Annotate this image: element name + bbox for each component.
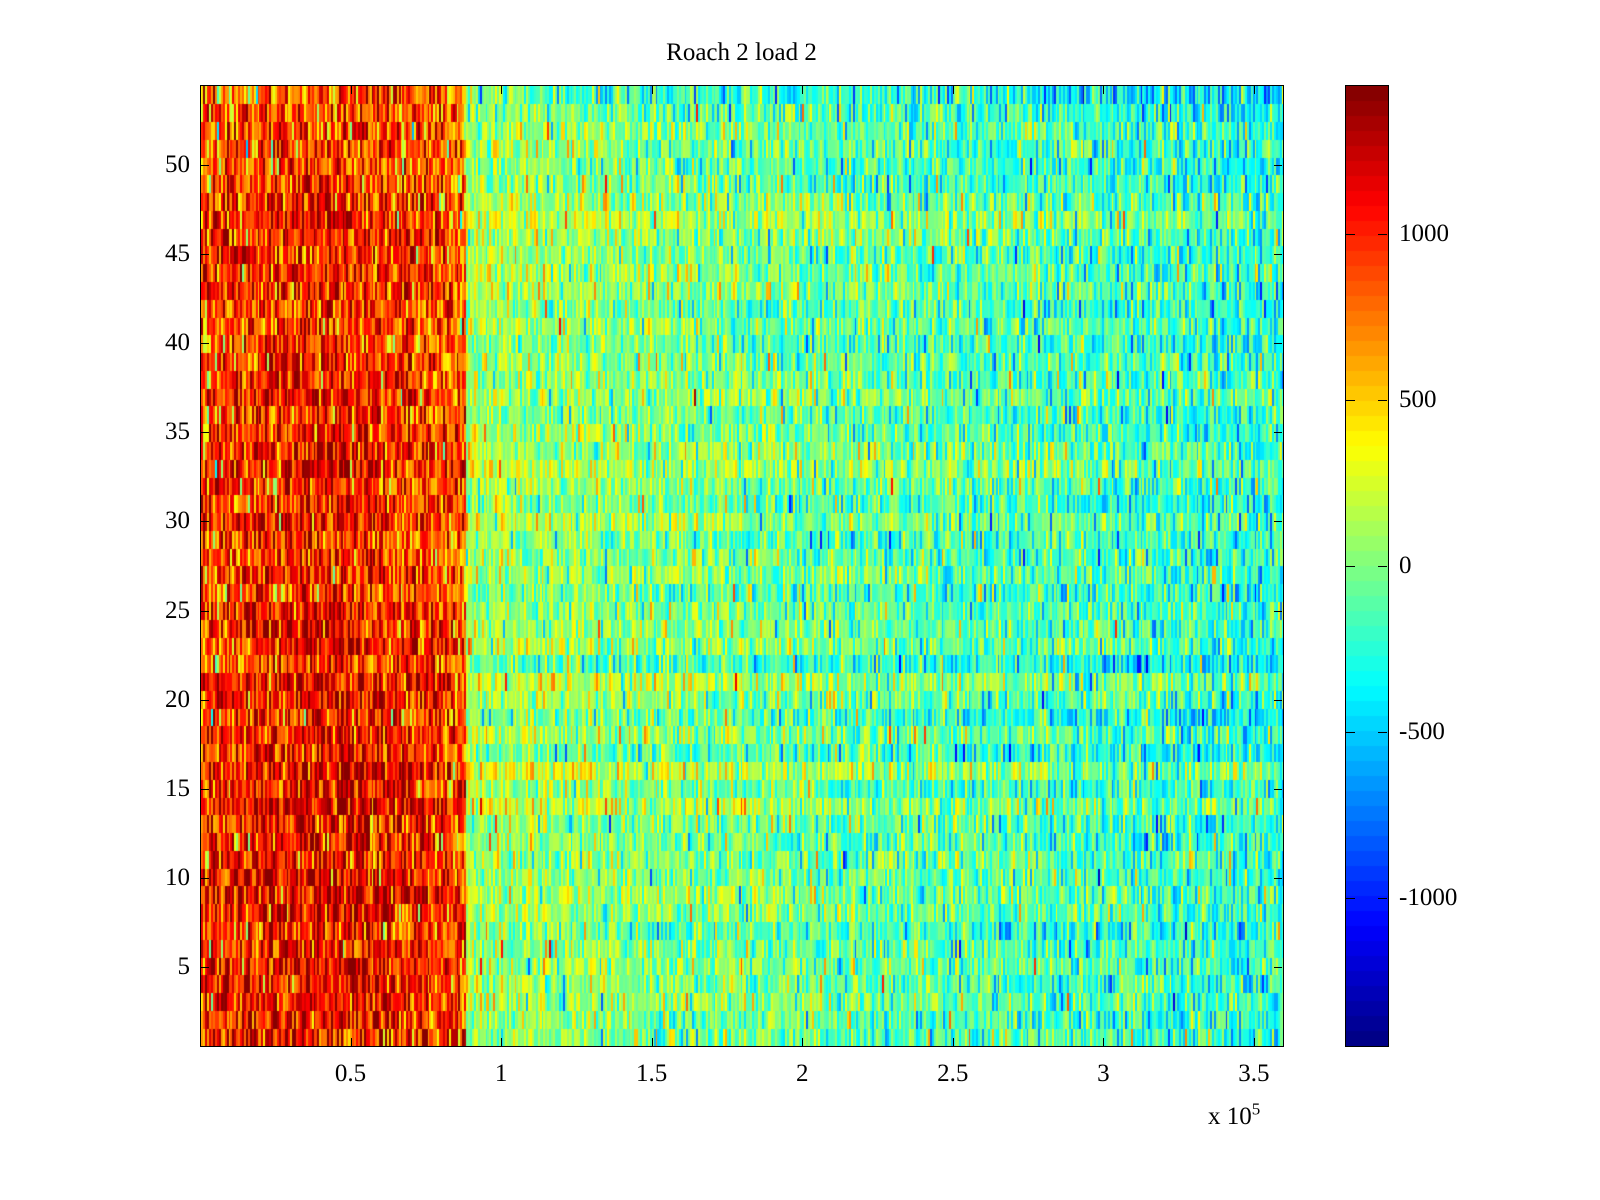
page-title: Roach 2 load 2 — [666, 39, 817, 66]
x-exponent-mantissa: x 10 — [1208, 1103, 1252, 1130]
colorbar-tick-label: 0 — [1399, 552, 1412, 579]
x-tick-label: 1.5 — [636, 1060, 668, 1087]
y-tick-mark — [201, 521, 209, 523]
colorbar-tick-mark-left — [1346, 566, 1355, 567]
y-tick-mark — [201, 877, 209, 879]
y-tick-mark-right — [1274, 165, 1282, 167]
colorbar-tick-label: 1000 — [1399, 220, 1449, 248]
colorbar-tick-mark-right — [1378, 731, 1387, 733]
x-tick-mark-top — [501, 86, 503, 94]
x-tick-mark-top — [802, 86, 804, 94]
y-tick-mark-right — [1274, 788, 1282, 790]
x-tick-mark-top — [350, 86, 352, 94]
colorbar-tick-label: 500 — [1399, 386, 1437, 414]
y-tick-mark — [201, 432, 209, 434]
x-tick-mark-top — [1103, 86, 1105, 94]
x-tick-label: 3 — [1097, 1060, 1110, 1087]
y-tick-mark-right — [1274, 521, 1282, 523]
x-tick-mark — [1253, 1038, 1255, 1046]
x-tick-label: 2 — [795, 1060, 809, 1087]
y-tick-label: 40 — [165, 329, 190, 357]
y-tick-label: 25 — [165, 596, 190, 624]
y-tick-mark — [201, 343, 209, 345]
x-exponent-power: 5 — [1251, 1099, 1261, 1119]
heatmap-plot-area[interactable] — [200, 85, 1284, 1047]
colorbar-tick-mark-right — [1378, 566, 1387, 567]
colorbar-tick-label: -500 — [1399, 717, 1445, 745]
colorbar-tick-mark-right — [1378, 400, 1387, 402]
colorbar-tick-mark-left — [1346, 234, 1355, 236]
y-tick-mark-right — [1274, 432, 1282, 434]
x-tick-mark — [350, 1038, 352, 1046]
y-tick-label: 20 — [165, 685, 190, 713]
y-tick-mark — [201, 254, 209, 256]
y-tick-label: 50 — [165, 151, 190, 179]
y-tick-mark-right — [1274, 254, 1282, 256]
colorbar-tick-mark-left — [1346, 731, 1355, 733]
y-tick-mark-right — [1274, 343, 1282, 345]
x-tick-mark — [1103, 1038, 1105, 1046]
y-tick-mark — [201, 165, 209, 167]
x-tick-mark — [952, 1038, 954, 1046]
y-tick-label: 30 — [165, 507, 190, 535]
colorbar-tick-mark-right — [1378, 234, 1387, 236]
y-tick-mark-right — [1274, 610, 1282, 612]
y-tick-label: 15 — [165, 774, 190, 802]
y-tick-label: 35 — [165, 418, 190, 446]
x-tick-label: 2.5 — [937, 1060, 969, 1087]
x-tick-mark-top — [1253, 86, 1255, 94]
x-tick-label: 0.5 — [334, 1060, 367, 1087]
y-tick-mark — [201, 966, 209, 968]
heatmap-image — [201, 86, 1283, 1046]
y-tick-label: 5 — [177, 952, 191, 980]
x-tick-mark-top — [952, 86, 954, 94]
colorbar-tick-mark-left — [1346, 400, 1355, 402]
colorbar-tick-label: -1000 — [1399, 883, 1458, 911]
x-tick-mark-top — [651, 86, 653, 94]
x-tick-mark — [802, 1038, 804, 1046]
y-tick-mark-right — [1274, 966, 1282, 968]
colorbar-tick-mark-right — [1378, 897, 1387, 899]
y-tick-mark-right — [1274, 877, 1282, 879]
x-axis-exponent-label: x 105 — [1208, 1099, 1261, 1131]
x-tick-mark — [501, 1038, 503, 1046]
y-tick-mark — [201, 788, 209, 790]
colorbar-tick-mark-left — [1346, 897, 1355, 899]
y-tick-mark-right — [1274, 699, 1282, 701]
y-tick-mark — [201, 699, 209, 701]
x-tick-label: 3.5 — [1238, 1060, 1270, 1087]
y-tick-label: 10 — [165, 863, 190, 891]
x-tick-mark — [651, 1038, 653, 1046]
x-tick-label: 1 — [494, 1060, 508, 1087]
y-tick-label: 45 — [165, 240, 190, 268]
y-tick-mark — [201, 610, 209, 612]
